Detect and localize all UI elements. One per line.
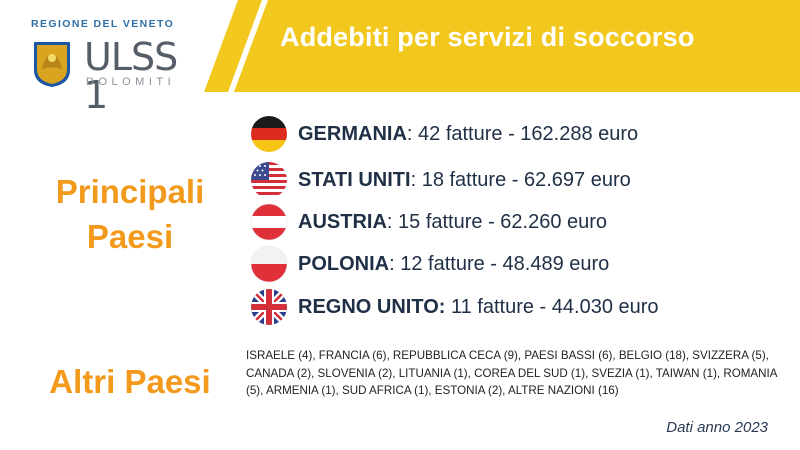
usa-flag-icon [251, 162, 287, 198]
main-countries-label-line1: Principali [55, 173, 205, 210]
page-title: Addebiti per servizi di soccorso [280, 22, 695, 52]
other-countries-list: ISRAELE (4), FRANCIA (6), REPUBBLICA CEC… [246, 349, 777, 397]
country-detail: 11 fatture - 44.030 euro [445, 295, 659, 318]
country-row-poland: POLONIA: 12 fatture - 48.489 euro [250, 244, 609, 284]
country-text: AUSTRIA: 15 fatture - 62.260 euro [298, 211, 607, 234]
country-detail: 15 fatture - 62.260 euro [392, 210, 608, 233]
banner-yellow [234, 0, 800, 92]
poland-flag-icon [250, 245, 288, 283]
banner-stripe-thin [204, 0, 262, 92]
header-banner [204, 0, 800, 92]
country-row-germany: GERMANIA: 42 fatture - 162.288 euro [250, 114, 638, 154]
country-text: REGNO UNITO: 11 fatture - 44.030 euro [298, 296, 659, 319]
main-countries-label: Principali Paesi [25, 170, 235, 259]
logo-name: ULSS 1 [84, 35, 178, 117]
country-sep: : [386, 210, 393, 233]
uk-flag-icon [251, 289, 287, 325]
country-detail: 42 fatture - 162.288 euro [412, 122, 639, 145]
country-sep: : [406, 122, 413, 145]
country-name: REGNO UNITO: [298, 295, 446, 318]
country-text: POLONIA: 12 fatture - 48.489 euro [298, 253, 609, 276]
ulss-logo: REGIONE DEL VENETO ULSS 1 DOLOMITI [28, 18, 188, 114]
austria-flag-icon [250, 203, 288, 241]
logo-region-text: REGIONE DEL VENETO [31, 18, 175, 30]
country-detail: 18 fatture - 62.697 euro [416, 168, 631, 191]
logo-subtitle: DOLOMITI [86, 76, 176, 88]
country-name: GERMANIA [298, 122, 407, 145]
country-row-usa: STATI UNITI: 18 fatture - 62.697 euro [250, 160, 631, 200]
data-year-note: Dati anno 2023 [666, 419, 768, 436]
country-text: GERMANIA: 42 fatture - 162.288 euro [298, 123, 638, 146]
country-name: STATI UNITI [298, 168, 411, 191]
country-name: AUSTRIA [298, 210, 387, 233]
country-sep: : [389, 252, 395, 275]
main-countries-label-line2: Paesi [86, 217, 174, 255]
country-text: STATI UNITI: 18 fatture - 62.697 euro [298, 169, 631, 192]
germany-flag-icon [251, 116, 287, 152]
country-name: POLONIA [298, 252, 390, 275]
country-detail: 12 fatture - 48.489 euro [394, 252, 610, 275]
lion-shield-icon [34, 42, 70, 87]
country-row-uk: REGNO UNITO: 11 fatture - 44.030 euro [250, 287, 659, 327]
country-row-austria: AUSTRIA: 15 fatture - 62.260 euro [250, 202, 607, 242]
other-countries-label: Altri Paesi [49, 363, 211, 400]
country-sep: : [410, 168, 417, 191]
